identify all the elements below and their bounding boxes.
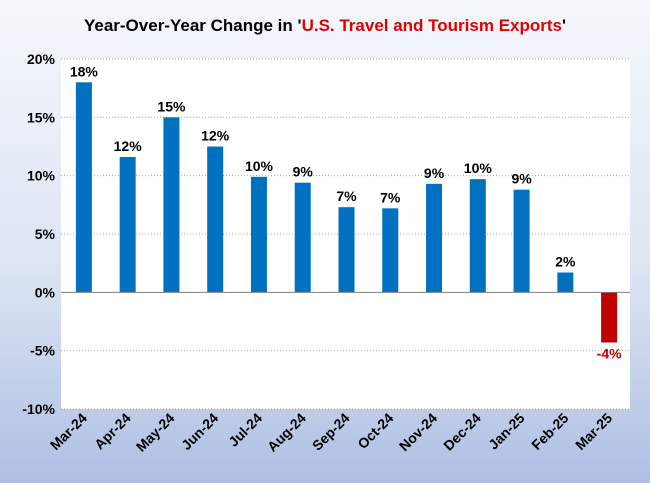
- data-label: 12%: [114, 138, 143, 154]
- bar-sep-24: [338, 207, 355, 293]
- x-tick-label: Jul-24: [225, 410, 265, 450]
- data-labels: 18% 12% 15% 12% 10% 9% 7% 7% 9% 10% 9% 2% -4%: [70, 63, 622, 361]
- data-label: 10%: [245, 158, 274, 174]
- x-tick-label: Jan-25: [485, 410, 528, 453]
- y-tick-label: 20%: [27, 51, 56, 67]
- x-tick-label: May-24: [133, 410, 178, 455]
- bar-oct-24: [382, 208, 399, 293]
- bar-dec-24: [469, 179, 486, 293]
- bar-nov-24: [426, 183, 443, 293]
- data-label: 7%: [336, 188, 357, 204]
- bar-jul-24: [250, 176, 267, 293]
- bar-jun-24: [207, 146, 224, 293]
- data-label: 10%: [464, 160, 493, 176]
- data-label: 7%: [380, 189, 401, 205]
- y-tick-label: -10%: [22, 401, 55, 417]
- y-tick-label: 0%: [35, 284, 56, 300]
- x-tick-label: Mar-25: [572, 410, 615, 453]
- x-tick-label: Apr-24: [91, 410, 134, 453]
- chart-title-prefix: Year-Over-Year Change in ': [84, 16, 302, 35]
- data-label: 9%: [511, 171, 532, 187]
- y-tick-label: 15%: [27, 109, 56, 125]
- gridlines: [61, 58, 630, 410]
- y-tick-label: 5%: [35, 226, 56, 242]
- x-tick-label: Feb-25: [528, 410, 571, 453]
- data-label: 12%: [201, 128, 230, 144]
- data-label: -4%: [597, 346, 622, 362]
- x-tick-label: Jun-24: [178, 410, 221, 453]
- y-axis-ticks: 20% 15% 10% 5% 0% -5% -10%: [22, 51, 55, 417]
- data-label: 18%: [70, 63, 99, 79]
- chart-title-highlight: U.S. Travel and Tourism Exports: [302, 16, 562, 35]
- x-tick-label: Nov-24: [396, 410, 440, 454]
- bar-mar-25: [601, 292, 618, 343]
- chart-title: Year-Over-Year Change in 'U.S. Travel an…: [84, 16, 566, 35]
- x-tick-label: Sep-24: [309, 410, 353, 454]
- x-tick-label: Aug-24: [264, 410, 309, 455]
- chart-title-suffix: ': [562, 16, 566, 35]
- y-tick-label: -5%: [30, 343, 55, 359]
- bar-may-24: [163, 117, 180, 293]
- bar-apr-24: [119, 157, 136, 293]
- bar-aug-24: [294, 182, 311, 293]
- data-label: 9%: [424, 165, 445, 181]
- bar-feb-25: [557, 272, 574, 293]
- bars: [75, 82, 618, 343]
- bar-mar-24: [75, 82, 92, 293]
- bar-jan-25: [513, 189, 530, 293]
- data-label: 15%: [157, 98, 186, 114]
- x-tick-label: Dec-24: [440, 410, 484, 454]
- data-label: 2%: [555, 254, 576, 270]
- data-label: 9%: [293, 164, 314, 180]
- x-tick-label: Oct-24: [354, 410, 396, 452]
- y-tick-label: 10%: [27, 168, 56, 184]
